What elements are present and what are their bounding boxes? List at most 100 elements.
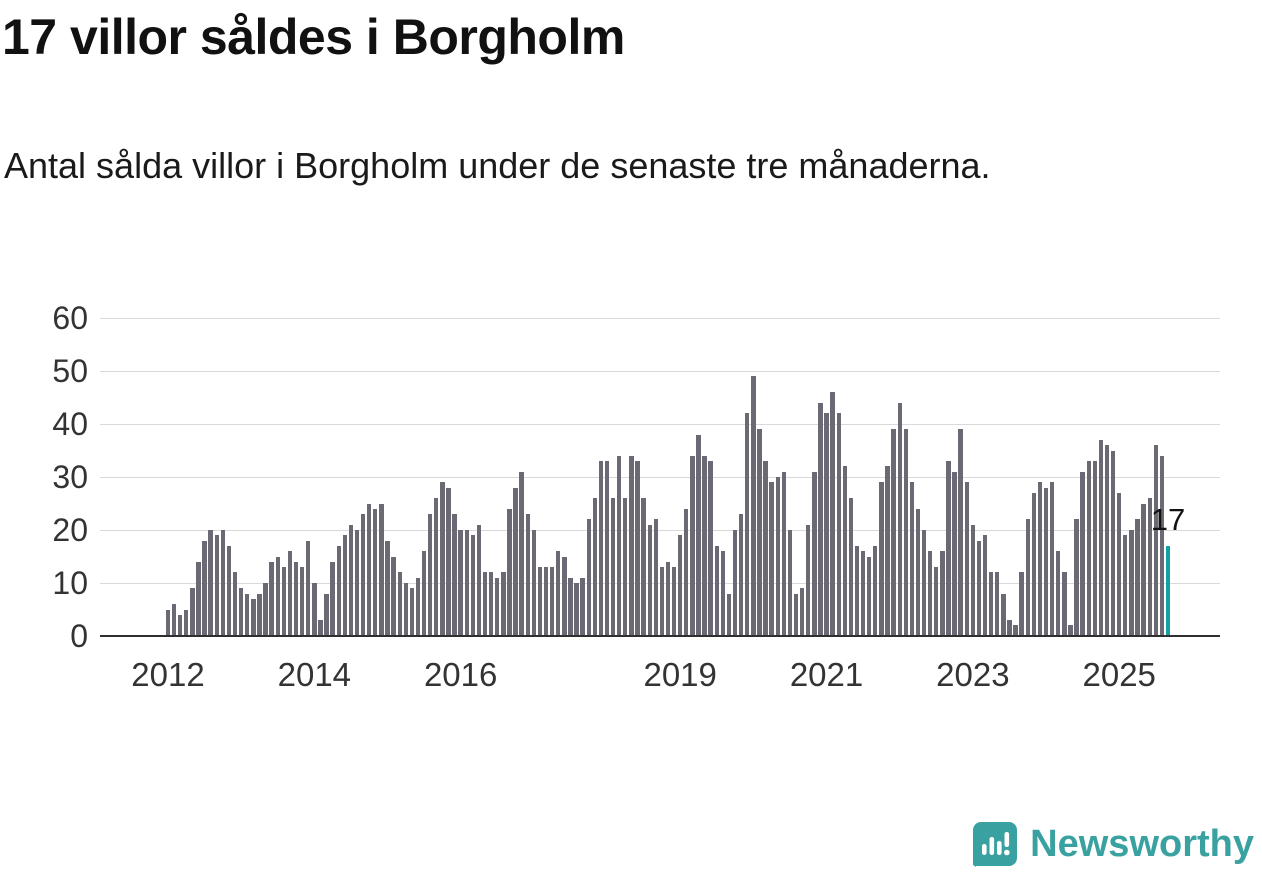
bar: [842, 466, 847, 636]
bar: [269, 561, 274, 636]
bar: [470, 535, 476, 636]
bar: [793, 593, 799, 636]
bar: [434, 498, 439, 636]
bar: [226, 545, 232, 636]
bar: [354, 530, 360, 636]
bar: [464, 530, 469, 636]
bar: [488, 572, 494, 636]
bar: [1141, 503, 1146, 636]
bar: [1117, 492, 1122, 636]
gridline: [100, 476, 1220, 478]
bar: [696, 434, 701, 636]
bar: [885, 466, 890, 636]
bar: [379, 503, 384, 636]
newsworthy-icon: [973, 822, 1018, 867]
bar: [1080, 471, 1085, 636]
bar: [617, 455, 622, 636]
bar: [787, 530, 793, 636]
bar: [537, 567, 543, 636]
bar: [190, 588, 195, 636]
bar: [1037, 482, 1043, 636]
y-axis-tick-label: 30: [52, 459, 88, 495]
bar: [556, 551, 561, 636]
bar: [397, 572, 402, 636]
bar: [251, 598, 256, 636]
bar: [726, 593, 732, 636]
bar: [665, 561, 671, 636]
bar: [531, 530, 537, 636]
bar: [562, 556, 567, 636]
bar: [184, 609, 189, 636]
bar: [848, 498, 854, 636]
bar: [708, 461, 713, 636]
bar: [1056, 551, 1061, 636]
bar: [714, 545, 719, 636]
bar: [232, 572, 238, 636]
bar: [982, 535, 988, 636]
bar: [549, 567, 555, 636]
bar: [745, 413, 750, 636]
bar: [1049, 482, 1055, 636]
bar: [1123, 535, 1128, 636]
bar: [1074, 519, 1079, 636]
bar: [367, 503, 372, 636]
bar: [970, 524, 976, 636]
bar: [1092, 461, 1097, 636]
bar: [928, 551, 933, 636]
bar: [958, 429, 963, 636]
bar: [1147, 498, 1152, 636]
bar: [641, 498, 646, 636]
x-axis-line: [100, 635, 1220, 637]
bar: [1025, 519, 1030, 636]
bar: [1086, 461, 1091, 636]
bar: [1135, 519, 1140, 636]
bar: [995, 572, 1000, 636]
bar: [202, 540, 207, 636]
bar: [629, 455, 634, 636]
bar: [586, 519, 591, 636]
bar: [873, 545, 878, 636]
bar: [806, 524, 811, 636]
y-axis-tick-label: 60: [52, 300, 88, 336]
bar: [909, 482, 915, 636]
bar: [178, 614, 183, 636]
bar: [171, 604, 177, 636]
bar: [281, 567, 287, 636]
bar: [287, 551, 293, 636]
y-axis-tick-label: 0: [70, 618, 88, 654]
bar: [238, 588, 244, 636]
bar: [934, 567, 939, 636]
bar: [763, 461, 768, 636]
bar: [818, 402, 823, 636]
bar: [598, 461, 604, 636]
bar: [403, 583, 408, 636]
bar: [519, 471, 524, 636]
bar: [1153, 445, 1158, 636]
bar: [757, 429, 762, 636]
bar: [495, 577, 500, 636]
bar: [257, 593, 262, 636]
bar: [348, 524, 354, 636]
bar: [976, 540, 982, 636]
bar: [1104, 445, 1110, 636]
bar: [702, 455, 707, 636]
bar: [653, 519, 658, 636]
gridline: [100, 370, 1220, 372]
bar: [988, 572, 994, 636]
x-axis-tick-label: 2025: [1082, 656, 1156, 693]
gridline: [100, 423, 1220, 425]
y-axis-tick-label: 20: [52, 512, 88, 548]
bar: [415, 577, 421, 636]
bar: [306, 540, 311, 636]
last-value-label: 17: [1150, 501, 1186, 537]
bar: [879, 482, 884, 636]
bar: [165, 609, 171, 636]
bar: [568, 577, 573, 636]
bar: [476, 524, 482, 636]
bar: [452, 514, 457, 636]
y-axis-tick-label: 10: [52, 565, 88, 601]
bar: [525, 514, 530, 636]
bar: [214, 535, 219, 636]
bar: [1013, 625, 1018, 636]
